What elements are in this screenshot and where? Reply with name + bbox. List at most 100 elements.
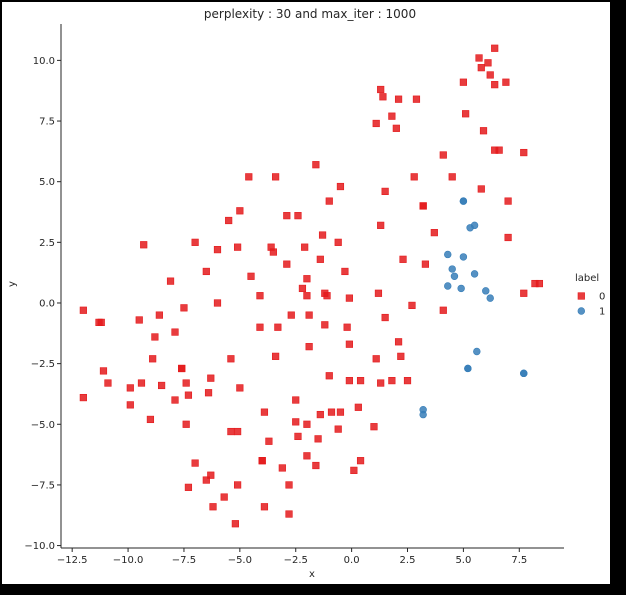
data-point-label-0 [298,284,307,293]
data-point-label-0 [305,311,313,319]
data-point-label-0 [213,246,222,254]
data-point-label-0 [234,481,242,489]
data-point-label-0 [285,510,293,518]
data-point-label-0 [140,241,148,249]
data-point-label-0 [410,173,418,181]
data-point-label-0 [209,503,217,511]
data-point-label-0 [370,423,378,431]
data-point-label-0 [292,418,300,426]
x-tick-label: −10.0 [113,555,144,566]
data-point-label-0 [430,229,438,237]
data-point-label-0 [283,212,291,220]
legend-marker-0 [577,292,585,300]
data-point-label-0 [316,410,324,419]
data-point-label-0 [274,323,282,331]
x-tick-label: −12.5 [57,555,88,566]
data-point-label-0 [377,221,385,229]
data-point-label-0 [354,403,362,411]
data-point-label-0 [178,364,186,373]
data-point-label-0 [504,233,512,242]
data-point-label-0 [191,459,199,467]
data-point-label-0 [341,267,349,276]
data-point-label-0 [491,81,499,89]
data-point-label-0 [303,420,311,428]
y-tick-label: −2.5 [31,359,55,370]
data-point-label-0 [137,379,146,387]
data-point-label-0 [260,408,269,416]
data-point-label-0 [184,391,193,399]
data-point-label-0 [394,338,403,346]
data-point-label-0 [272,173,280,181]
data-point-label-1 [419,410,427,419]
data-point-label-0 [520,289,528,297]
data-point-label-0 [439,306,447,314]
data-point-label-0 [448,173,456,181]
data-point-label-0 [502,78,510,86]
data-point-label-0 [260,503,269,511]
data-point-label-0 [372,355,380,363]
data-point-label-0 [491,44,499,52]
data-point-label-0 [388,112,396,120]
data-point-label-0 [381,313,389,322]
data-point-label-0 [504,197,512,205]
data-point-label-0 [166,277,175,285]
y-tick-label: 2.5 [39,238,55,249]
data-point-label-0 [343,323,351,331]
data-point-label-0 [392,124,400,132]
data-point-label-0 [394,95,403,103]
data-point-label-0 [321,289,329,297]
data-point-label-0 [399,255,407,263]
data-point-label-0 [191,238,199,246]
data-point-label-0 [377,379,385,387]
data-point-label-0 [462,110,470,118]
data-point-label-0 [305,343,313,351]
data-point-label-0 [374,289,383,297]
data-point-label-0 [247,272,255,280]
data-point-label-0 [372,119,380,128]
data-point-label-0 [146,415,155,424]
data-point-label-0 [171,328,179,336]
data-point-label-0 [182,420,190,428]
data-point-label-0 [325,197,333,205]
data-point-label-0 [327,408,336,416]
data-point-label-0 [126,401,134,409]
data-point-label-0 [486,71,494,79]
data-point-label-0 [287,311,295,319]
data-point-label-0 [303,292,311,300]
data-point-label-0 [345,294,353,302]
y-tick-label: −10.0 [24,541,55,552]
data-point-label-0 [419,202,427,210]
data-point-label-1 [450,272,459,280]
data-point-label-1 [459,197,468,205]
data-point-label-0 [256,292,264,300]
data-point-label-1 [482,287,490,295]
data-point-label-0 [321,321,329,329]
data-point-label-0 [336,408,345,416]
data-point-label-1 [466,224,474,232]
data-point-label-0 [234,427,242,436]
legend-label-1: 1 [599,307,605,318]
data-point-label-1 [520,369,528,378]
data-point-label-0 [495,146,503,154]
data-point-label-0 [479,127,488,135]
data-point-label-0 [356,457,365,465]
data-point-label-0 [245,173,253,181]
data-point-label-0 [234,243,242,251]
data-point-label-1 [486,294,494,302]
data-point-label-0 [79,393,87,402]
y-tick-label: 10.0 [33,56,55,67]
y-tick-label: −5.0 [31,420,55,431]
data-point-label-0 [104,379,112,387]
data-point-label-0 [520,148,528,157]
legend: label 0 1 [575,273,605,318]
scatter-chart: −12.5 −10.0 −7.5 −5.0 −2.5 0.0 2.5 5.0 7.5−10.0−… [7,7,605,580]
data-point-label-0 [475,54,483,62]
data-point-label-0 [336,182,345,191]
data-point-label-0 [283,260,291,268]
data-point-label-0 [292,396,300,404]
x-tick-label: −5.0 [228,555,252,566]
data-point-label-1 [470,270,479,278]
data-point-label-0 [265,437,273,445]
data-point-label-0 [155,311,163,319]
data-point-label-0 [151,333,159,341]
